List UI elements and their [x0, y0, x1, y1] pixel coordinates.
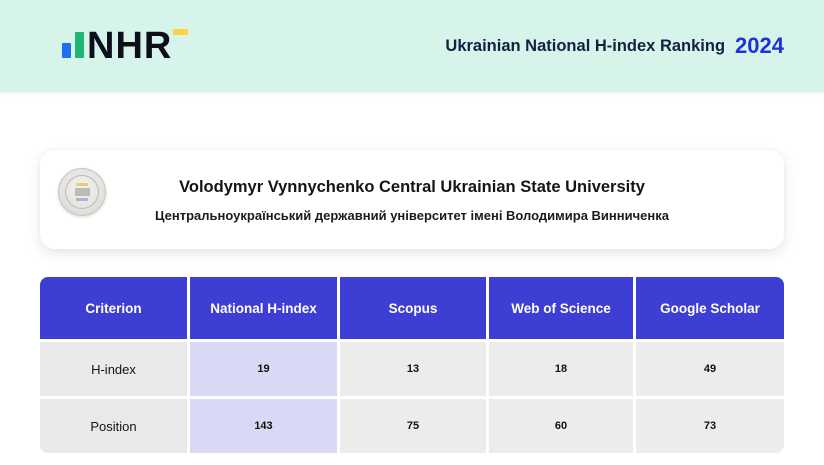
bar-blue-icon — [62, 43, 71, 58]
ranking-year: 2024 — [735, 33, 784, 58]
university-seal-inner — [65, 175, 99, 209]
seal-detail — [76, 198, 88, 201]
col-header-web-of-science: Web of Science — [489, 277, 633, 339]
cell-hindex-scopus: 13 — [340, 342, 486, 396]
university-card: Volodymyr Vynnychenko Central Ukrainian … — [40, 150, 784, 249]
ranking-table: Criterion National H-index Scopus Web of… — [40, 277, 784, 453]
page-header: NHR Ukrainian National H-index Ranking 2… — [0, 0, 824, 92]
ranking-title-text: Ukrainian National H-index Ranking — [445, 36, 726, 55]
cell-hindex-scholar: 49 — [636, 342, 784, 396]
cell-position-scopus: 75 — [340, 399, 486, 453]
seal-detail — [76, 183, 88, 186]
cell-hindex-national: 19 — [190, 342, 337, 396]
col-header-national-hindex: National H-index — [190, 277, 337, 339]
cell-position-wos: 60 — [489, 399, 633, 453]
row-label-hindex: H-index — [40, 342, 187, 396]
main-content: Member of the ranking Volodymyr Vynnyche… — [0, 150, 824, 453]
bar-chart-icon — [62, 32, 84, 58]
cell-position-scholar: 73 — [636, 399, 784, 453]
cell-hindex-wos: 18 — [489, 342, 633, 396]
seal-detail — [74, 188, 90, 196]
university-name-uk: Центральноукраїнський державний універси… — [155, 208, 669, 223]
logo-text: NHR — [87, 27, 189, 65]
nhr-logo[interactable]: NHR — [62, 27, 189, 65]
col-header-criterion: Criterion — [40, 277, 187, 339]
university-name-en: Volodymyr Vynnychenko Central Ukrainian … — [179, 178, 645, 196]
flag-dash-icon — [173, 29, 189, 35]
bar-green-icon — [75, 32, 84, 58]
col-header-scopus: Scopus — [340, 277, 486, 339]
university-seal-icon — [58, 168, 106, 216]
ranking-title: Ukrainian National H-index Ranking 2024 — [445, 33, 784, 59]
cell-position-national: 143 — [190, 399, 337, 453]
col-header-google-scholar: Google Scholar — [636, 277, 784, 339]
row-label-position: Position — [40, 399, 187, 453]
